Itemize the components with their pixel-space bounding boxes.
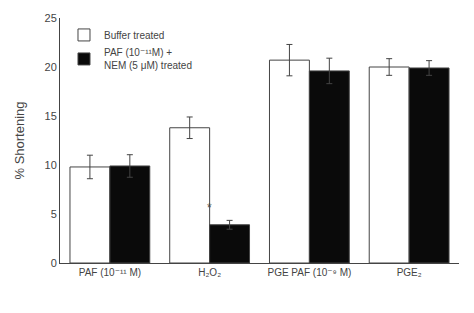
- svg-text:% Shortening: % Shortening: [12, 101, 27, 179]
- svg-text:10: 10: [45, 159, 57, 171]
- svg-text:H₂O₂: H₂O₂: [198, 267, 221, 278]
- svg-text:*: *: [207, 201, 212, 215]
- svg-text:Buffer treated: Buffer treated: [104, 30, 164, 41]
- svg-text:PGE PAF (10⁻⁹ M): PGE PAF (10⁻⁹ M): [267, 267, 351, 278]
- svg-text:20: 20: [45, 61, 57, 73]
- svg-text:5: 5: [51, 208, 57, 220]
- svg-text:PAF (10⁻¹¹M) +NEM (5 μM) treat: PAF (10⁻¹¹M) +NEM (5 μM) treated: [104, 47, 192, 71]
- svg-text:25: 25: [45, 12, 57, 24]
- svg-text:0: 0: [51, 257, 57, 269]
- svg-text:PAF (10⁻¹¹ M): PAF (10⁻¹¹ M): [79, 267, 141, 278]
- svg-text:PGE₂: PGE₂: [397, 267, 422, 278]
- svg-text:15: 15: [45, 110, 57, 122]
